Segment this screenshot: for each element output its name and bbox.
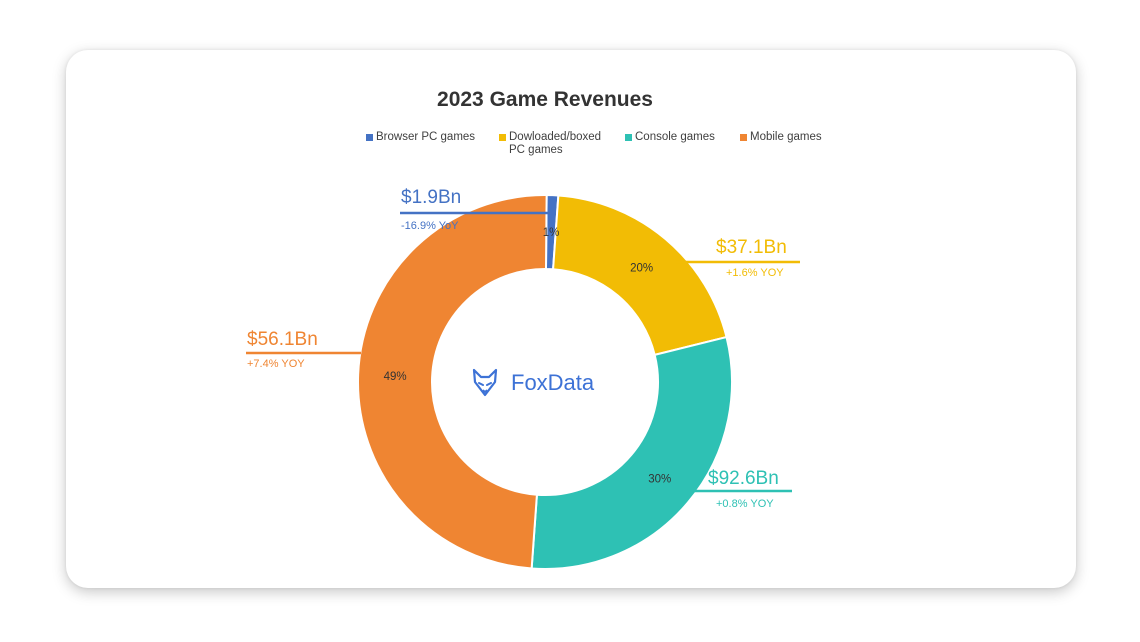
callout-yoy-mobile: +7.4% YOY <box>247 358 305 370</box>
callout-mobile: $56.1Bn +7.4% YOY <box>246 329 361 370</box>
legend-swatch-console <box>625 134 632 141</box>
legend-item-browser-pc: Browser PC games <box>366 131 476 144</box>
legend-label-browser-pc: Browser PC games <box>376 131 476 143</box>
donut-slice-mobile <box>357 194 548 570</box>
percent-label-console: 30% <box>648 474 671 486</box>
legend-item-downloaded-pc: Dowloaded/boxed PC games <box>499 131 602 157</box>
callout-console: $92.6Bn +0.8% YOY <box>688 468 792 510</box>
legend-swatch-downloaded-pc <box>499 134 506 141</box>
legend-label-mobile: Mobile games <box>750 131 822 143</box>
legend-swatch-mobile <box>740 134 747 141</box>
callout-value-downloaded-pc: $37.1Bn <box>716 237 787 258</box>
callout-yoy-browser-pc: -16.9% YoY <box>401 220 459 232</box>
fox-head-icon <box>472 368 498 397</box>
percent-label-mobile: 49% <box>384 371 407 383</box>
percent-labels: 1% 20% 30% 49% <box>384 227 672 485</box>
legend-item-mobile: Mobile games <box>740 131 822 144</box>
donut-slice-downloaded-pc <box>552 194 728 357</box>
donut-slice-console <box>530 335 733 570</box>
callout-value-mobile: $56.1Bn <box>247 329 318 350</box>
center-logo: FoxData <box>472 368 595 397</box>
callout-yoy-console: +0.8% YOY <box>716 498 774 510</box>
callout-browser-pc: $1.9Bn -16.9% YoY <box>400 187 548 232</box>
legend-label-downloaded-pc-line2: PC games <box>509 144 563 156</box>
percent-label-browser-pc: 1% <box>543 227 560 239</box>
legend-swatch-browser-pc <box>366 134 373 141</box>
chart-title: 2023 Game Revenues <box>437 88 653 111</box>
callout-yoy-downloaded-pc: +1.6% YOY <box>726 267 784 279</box>
legend-item-console: Console games <box>625 131 715 144</box>
brand-name: FoxData <box>511 370 595 395</box>
legend-label-console: Console games <box>635 131 715 143</box>
callout-value-console: $92.6Bn <box>708 468 779 489</box>
percent-label-downloaded-pc: 20% <box>630 262 653 274</box>
callout-downloaded-pc: $37.1Bn +1.6% YOY <box>676 237 800 279</box>
callout-value-browser-pc: $1.9Bn <box>401 187 461 208</box>
legend-label-downloaded-pc-line1: Dowloaded/boxed <box>509 131 602 143</box>
donut-slices <box>357 193 733 570</box>
